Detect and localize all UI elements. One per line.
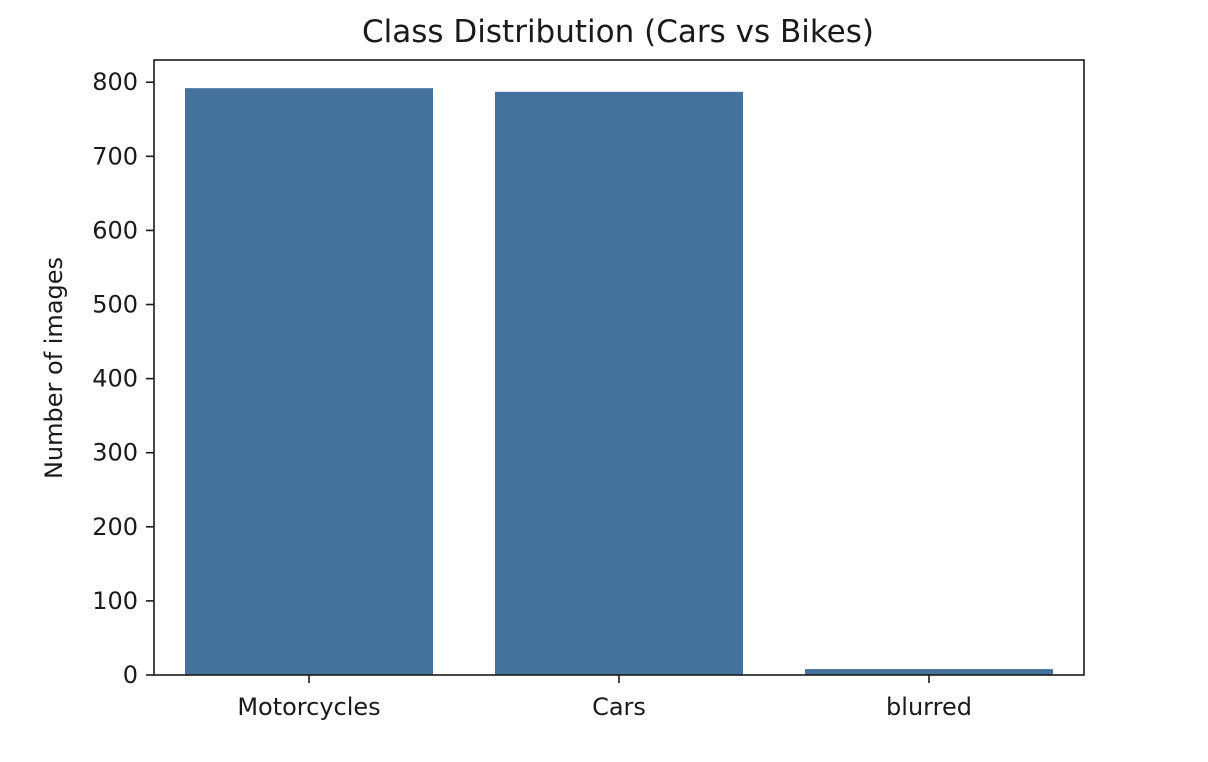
x-tick-label: blurred xyxy=(886,693,972,721)
bar-blurred xyxy=(805,669,1053,675)
x-axis: Motorcycles Cars blurred xyxy=(237,675,972,721)
y-tick-label: 600 xyxy=(92,216,138,244)
y-tick-label: 0 xyxy=(123,661,138,689)
x-tick-label: Motorcycles xyxy=(237,693,380,721)
y-tick-label: 100 xyxy=(92,587,138,615)
y-axis-label: Number of images xyxy=(40,257,68,479)
y-tick-label: 300 xyxy=(92,439,138,467)
chart-title: Class Distribution (Cars vs Bikes) xyxy=(362,14,874,50)
bars-layer xyxy=(185,88,1053,676)
y-tick-label: 800 xyxy=(92,68,138,96)
y-tick-label: 400 xyxy=(92,365,138,393)
y-tick-label: 500 xyxy=(92,291,138,319)
x-tick-label: Cars xyxy=(592,693,646,721)
bar-motorcycles xyxy=(185,88,433,676)
y-tick-label: 200 xyxy=(92,513,138,541)
bar-cars xyxy=(495,91,743,675)
plot-frame xyxy=(153,59,1085,676)
y-tick-label: 700 xyxy=(92,142,138,170)
y-axis: 0 100 200 300 400 500 600 700 800 xyxy=(92,68,154,689)
